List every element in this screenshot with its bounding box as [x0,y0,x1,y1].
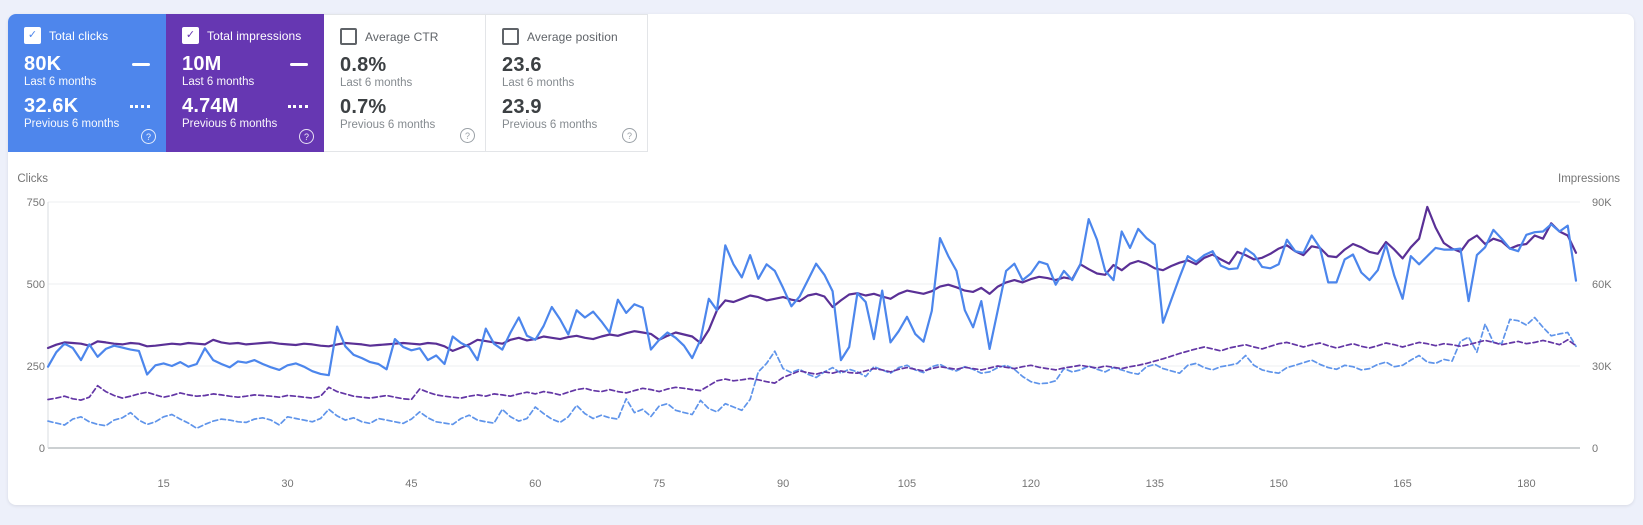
x-axis-tick: 90 [777,478,789,490]
metric-period-secondary: Previous 6 months [24,118,120,130]
dashed-line-legend-icon [288,104,308,108]
metric-period-primary: Last 6 months [340,77,413,89]
metric-value-primary: 0.8% [340,54,387,76]
metric-value-primary: 23.6 [502,54,542,76]
series-impressions-previous-6-months [47,338,1577,401]
help-icon[interactable]: ? [299,129,314,144]
right-axis-title: Impressions [1558,173,1620,185]
performance-line-chart[interactable]: 0 250 500 750 0 30K 60K 90K 15 30 45 60 75 90 105 120 13… [0,165,1643,525]
metric-card-total-impressions[interactable]: ✓ Total impressions 10M Last 6 months 4.… [166,14,324,152]
metric-card-total-clicks[interactable]: ✓ Total clicks 80K Last 6 months 32.6K P… [8,14,166,152]
right-axis-tick: 60K [1592,279,1612,291]
help-icon[interactable]: ? [622,128,637,143]
right-axis-tick: 30K [1592,361,1612,373]
help-icon[interactable]: ? [460,128,475,143]
x-axis-tick: 60 [529,478,541,490]
checkbox-checked-icon[interactable]: ✓ [24,27,41,44]
metric-value-secondary: 32.6K [24,95,79,117]
series-clicks-last-6-months [46,217,1578,377]
metric-card-average-position[interactable]: Average position 23.6 Last 6 months 23.9… [486,14,648,152]
metric-card-label: Average CTR [365,29,439,44]
performance-panel: ✓ Total clicks 80K Last 6 months 32.6K P… [8,14,1634,505]
metric-value-secondary: 23.9 [502,96,542,118]
right-axis-tick: 90K [1592,197,1612,209]
x-axis-tick: 45 [405,478,417,490]
metric-period-primary: Last 6 months [182,76,255,88]
x-axis-tick: 150 [1269,478,1287,490]
left-axis-tick: 250 [27,361,45,373]
help-icon[interactable]: ? [141,129,156,144]
solid-line-legend-icon [132,62,150,66]
series-clicks-previous-6-months [47,316,1577,430]
left-axis-title: Clicks [17,173,48,185]
checkbox-unchecked-icon[interactable] [502,28,519,45]
metric-value-secondary: 0.7% [340,96,387,118]
left-axis-tick: 750 [27,197,45,209]
metric-value-secondary: 4.74M [182,95,239,117]
x-axis-tick: 105 [898,478,916,490]
x-axis-tick: 120 [1022,478,1040,490]
left-axis-tick: 500 [27,279,45,291]
checkbox-checked-icon[interactable]: ✓ [182,27,199,44]
metric-card-label: Total impressions [207,28,302,43]
metric-card-label: Total clicks [49,28,109,43]
metric-card-average-ctr[interactable]: Average CTR 0.8% Last 6 months 0.7% Prev… [324,14,486,152]
dashed-line-legend-icon [130,104,150,108]
x-axis-tick: 165 [1393,478,1411,490]
right-axis-tick: 0 [1592,443,1598,455]
left-axis-tick: 0 [39,443,45,455]
metric-period-secondary: Previous 6 months [182,118,278,130]
x-axis-tick: 75 [653,478,665,490]
series-impressions-last-6-months [46,205,1578,352]
x-axis-tick: 30 [281,478,293,490]
metric-value-primary: 80K [24,53,62,75]
x-axis-tick: 15 [158,478,170,490]
metric-card-label: Average position [527,29,618,44]
metric-value-primary: 10M [182,53,222,75]
metric-period-secondary: Previous 6 months [502,119,598,131]
metric-period-secondary: Previous 6 months [340,119,436,131]
x-axis-tick: 180 [1517,478,1535,490]
metric-period-primary: Last 6 months [24,76,97,88]
checkbox-unchecked-icon[interactable] [340,28,357,45]
solid-line-legend-icon [290,62,308,66]
metric-cards-row: ✓ Total clicks 80K Last 6 months 32.6K P… [8,14,648,152]
x-axis-tick: 135 [1146,478,1164,490]
metric-period-primary: Last 6 months [502,77,575,89]
